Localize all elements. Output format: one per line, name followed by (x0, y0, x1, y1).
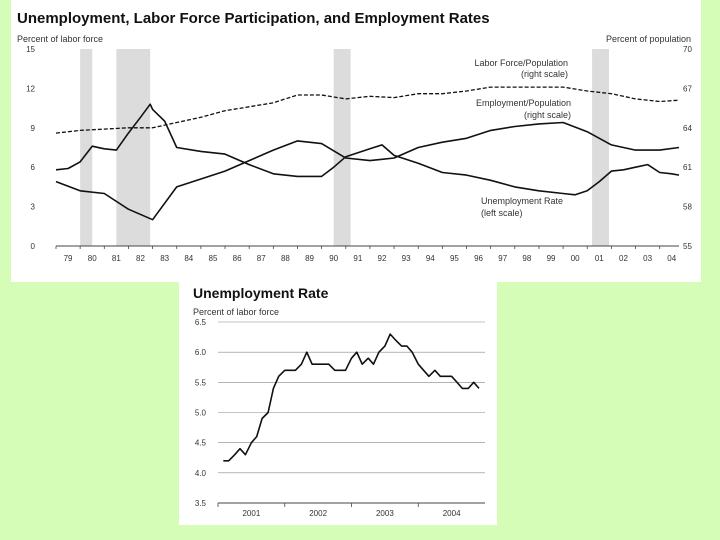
x-tick-label: 95 (450, 254, 459, 263)
top-chart: Unemployment, Labor Force Participation,… (17, 10, 692, 263)
bottom-chart-panel: Unemployment Rate Percent of labor force… (179, 281, 497, 525)
y-tick-label: 3.5 (195, 499, 207, 508)
left-tick-label: 3 (31, 203, 36, 212)
right-tick-label: 67 (683, 84, 692, 93)
x-tick-label: 04 (667, 254, 676, 263)
lfp-annotation: Labor Force/Population (right scale) (474, 58, 568, 79)
x-tick-label: 89 (305, 254, 314, 263)
unemp-annotation: Unemployment Rate (left scale) (481, 196, 563, 218)
labor-force-population-line (55, 86, 680, 134)
y-tick-label: 5.0 (195, 409, 207, 418)
y-tick-label: 6.5 (195, 318, 207, 327)
x-tick-label: 98 (522, 254, 531, 263)
x-tick-label: 94 (426, 254, 435, 263)
x-tick-label: 97 (498, 254, 507, 263)
x-tick-label: 03 (643, 254, 652, 263)
unemp-annotation-line1: Unemployment Rate (481, 196, 563, 206)
bottom-series-line (223, 333, 480, 462)
right-axis-label: Percent of population (606, 34, 691, 44)
x-tick-label: 2003 (376, 509, 394, 518)
x-tick-label: 86 (233, 254, 242, 263)
x-tick-label: 92 (378, 254, 387, 263)
unemployment-rate-line (223, 333, 480, 462)
bottom-chart: Unemployment Rate Percent of labor force… (193, 285, 485, 518)
employment-population-line (55, 121, 680, 221)
x-tick-label: 2002 (309, 509, 327, 518)
unemp-annotation-line2: (left scale) (481, 208, 523, 218)
x-tick-label: 00 (571, 254, 580, 263)
x-tick-label: 90 (329, 254, 338, 263)
left-axis-label: Percent of labor force (17, 34, 103, 44)
x-tick-label: 02 (619, 254, 628, 263)
right-tick-label: 64 (683, 124, 692, 133)
left-tick-label: 9 (31, 124, 36, 133)
x-tick-label: 99 (547, 254, 556, 263)
top-series-lines (55, 86, 680, 221)
x-tick-label: 79 (64, 254, 73, 263)
x-tick-label: 85 (209, 254, 218, 263)
right-tick-label: 55 (683, 242, 692, 251)
x-tick-label: 2001 (242, 509, 260, 518)
bottom-ylabel: Percent of labor force (193, 307, 279, 317)
y-tick-label: 6.0 (195, 348, 207, 357)
y-tick-label: 4.5 (195, 439, 207, 448)
x-tick-label: 82 (136, 254, 145, 263)
x-tick-label: 88 (281, 254, 290, 263)
y-tick-label: 4.0 (195, 469, 207, 478)
left-tick-label: 0 (31, 242, 36, 251)
x-tick-label: 80 (88, 254, 97, 263)
right-tick-label: 70 (683, 45, 692, 54)
x-tick-label: 81 (112, 254, 121, 263)
right-tick-label: 58 (683, 203, 692, 212)
recession-band (592, 49, 609, 246)
recession-band (333, 49, 351, 246)
x-tick-label: 87 (257, 254, 266, 263)
bottom-axes: 3.5 4.0 4.5 5.0 5.5 6.0 6.5 2001 2002 2003 2004 (195, 318, 485, 518)
emp-annotation: Employment/Population (right scale) (476, 98, 571, 120)
x-tick-label: 96 (474, 254, 483, 263)
left-tick-label: 12 (26, 84, 35, 93)
lfp-annotation-line2: (right scale) (521, 69, 568, 79)
emp-annotation-line1: Employment/Population (476, 98, 571, 108)
x-tick-label: 84 (184, 254, 193, 263)
emp-annotation-line2: (right scale) (524, 110, 571, 120)
top-chart-panel: Unemployment, Labor Force Participation,… (11, 0, 701, 282)
lfp-annotation-line1: Labor Force/Population (474, 58, 568, 68)
bottom-chart-title: Unemployment Rate (193, 285, 329, 301)
x-tick-label: 93 (402, 254, 411, 263)
recession-band (80, 49, 93, 246)
x-tick-label: 01 (595, 254, 604, 263)
recession-band (116, 49, 151, 246)
x-tick-label: 91 (353, 254, 362, 263)
right-tick-label: 61 (683, 163, 692, 172)
top-chart-title: Unemployment, Labor Force Participation,… (17, 10, 490, 27)
left-tick-label: 6 (31, 163, 36, 172)
unemployment-rate-line (55, 103, 680, 196)
x-tick-label: 2004 (443, 509, 461, 518)
left-tick-label: 15 (26, 45, 35, 54)
x-tick-label: 83 (160, 254, 169, 263)
y-tick-label: 5.5 (195, 378, 207, 387)
